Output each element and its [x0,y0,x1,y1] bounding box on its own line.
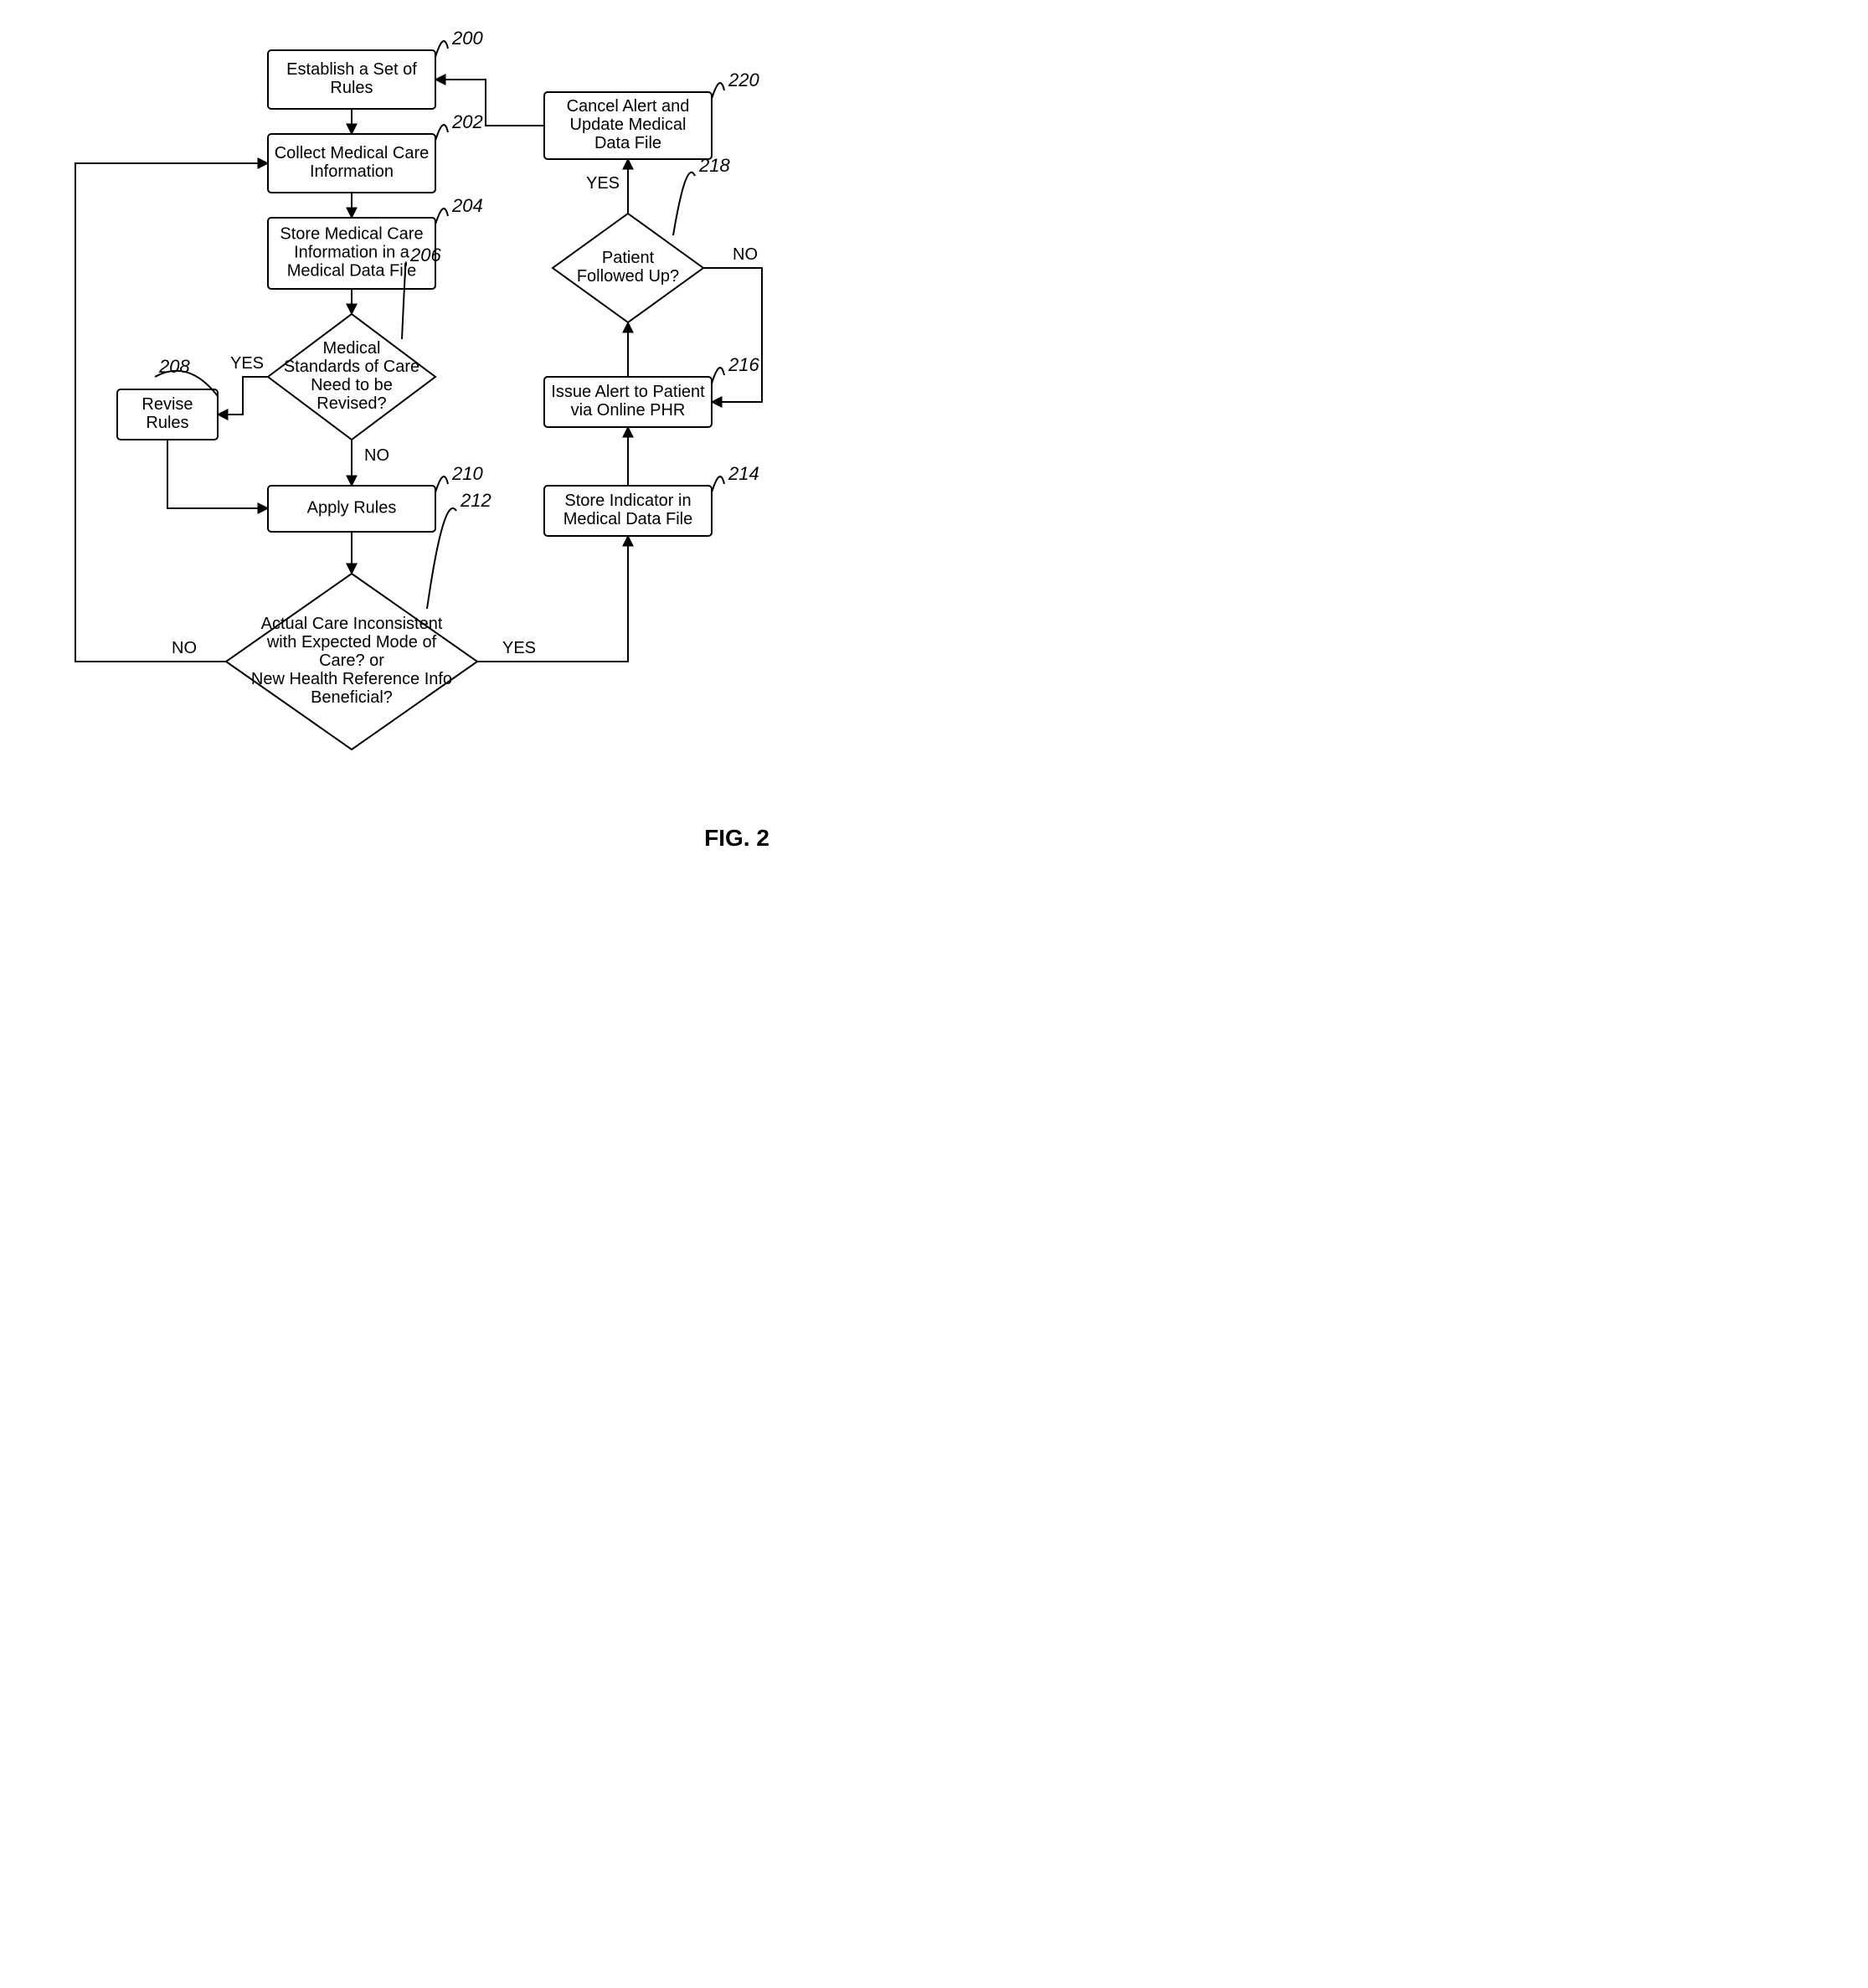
ref-leader [712,476,724,492]
ref-number-216: 216 [728,354,759,375]
edge-label: YES [586,174,620,193]
ref-number-208: 208 [158,356,190,377]
edge [218,377,268,415]
ref-number-212: 212 [460,490,491,511]
edge [477,536,628,662]
node-label-n208: ReviseRules [142,395,193,432]
ref-number-202: 202 [451,111,483,132]
edge-label: YES [230,354,264,373]
edge-label: NO [733,245,758,264]
ref-leader [435,41,448,57]
edge-label: NO [364,446,389,465]
figure-label: FIG. 2 [704,825,769,851]
node-label-n216: Issue Alert to Patientvia Online PHR [551,383,705,420]
node-label-n214: Store Indicator inMedical Data File [563,492,693,528]
edge-label: YES [502,639,536,657]
ref-number-206: 206 [409,245,441,265]
ref-leader [712,368,724,384]
ref-number-210: 210 [451,463,483,484]
node-label-n204: Store Medical CareInformation in aMedica… [280,225,423,281]
node-label-n210: Apply Rules [307,499,397,518]
ref-number-220: 220 [728,70,759,90]
ref-number-200: 200 [451,28,483,49]
ref-leader [673,173,695,235]
edge-label: NO [172,639,197,657]
ref-number-214: 214 [728,463,759,484]
ref-number-204: 204 [451,195,483,216]
ref-leader [712,83,724,99]
ref-leader [435,125,448,141]
ref-leader [435,209,448,224]
edge [167,440,268,508]
ref-leader [435,476,448,492]
